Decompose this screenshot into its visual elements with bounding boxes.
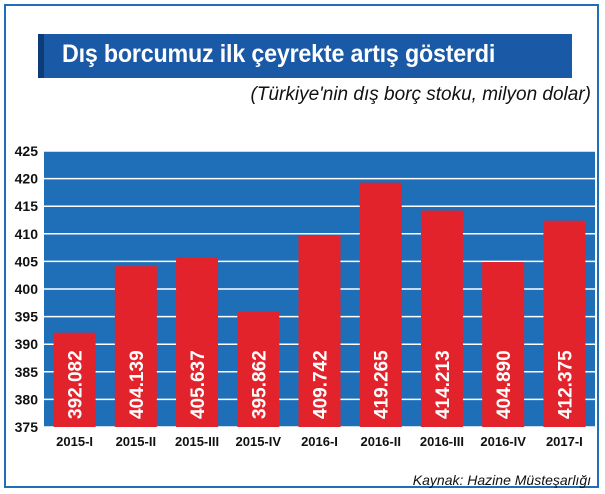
x-tick-label: 2016-II <box>360 434 400 449</box>
y-tick-label: 395 <box>15 309 39 325</box>
x-tick-label: 2015-II <box>116 434 156 449</box>
data-label: 404.890 <box>494 350 515 419</box>
y-tick-label: 415 <box>15 198 39 214</box>
y-tick-label: 410 <box>15 226 39 242</box>
x-tick-label: 2016-III <box>420 434 464 449</box>
x-tick-label: 2016-I <box>301 434 338 449</box>
y-tick-label: 420 <box>15 171 39 187</box>
bar <box>359 182 402 427</box>
x-tick-label: 2017-I <box>546 434 583 449</box>
bar <box>176 257 219 427</box>
data-label: 404.139 <box>127 350 148 419</box>
bar <box>420 210 463 427</box>
chart-subtitle: (Türkiye'nin dış borç stoku, milyon dola… <box>250 84 591 105</box>
y-tick-label: 385 <box>15 364 39 380</box>
y-tick-label: 405 <box>15 253 39 269</box>
y-tick-label: 390 <box>15 336 39 352</box>
bar <box>298 235 341 427</box>
bar <box>114 266 157 427</box>
y-tick-label: 425 <box>15 143 39 159</box>
x-tick-label: 2015-IV <box>236 434 282 449</box>
data-label: 412.375 <box>555 350 576 419</box>
bar <box>53 332 96 427</box>
y-tick-label: 375 <box>15 419 39 435</box>
chart-title: Dış borcumuz ilk çeyrekte artış gösterdi <box>62 40 496 68</box>
bar <box>237 311 280 427</box>
data-label: 392.082 <box>66 350 87 419</box>
y-tick-label: 380 <box>15 391 39 407</box>
x-tick-label: 2015-I <box>56 434 93 449</box>
data-label: 409.742 <box>311 350 332 419</box>
y-tick-label: 400 <box>15 281 39 297</box>
data-label: 414.213 <box>433 350 454 419</box>
title-bar: Dış borcumuz ilk çeyrekte artış gösterdi <box>38 34 572 78</box>
data-label: 405.637 <box>188 350 209 419</box>
bar <box>543 220 586 427</box>
data-label: 419.265 <box>372 350 393 419</box>
source-note: Kaynak: Hazine Müsteşarlığı <box>412 472 591 488</box>
data-label: 395.862 <box>249 350 270 419</box>
x-tick-label: 2016-IV <box>480 434 526 449</box>
x-tick-label: 2015-III <box>175 434 219 449</box>
bar <box>482 262 525 427</box>
